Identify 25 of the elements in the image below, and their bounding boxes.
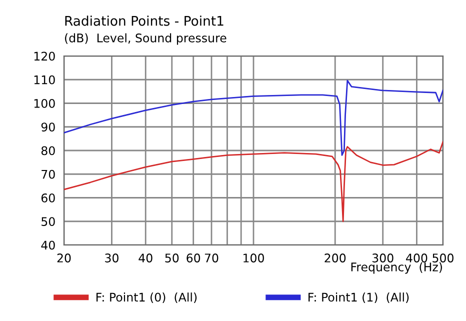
y-tick-label: 80 xyxy=(41,146,55,156)
x-tick-label: 40 xyxy=(138,254,152,262)
x-tick-label: 300 xyxy=(372,254,394,262)
chart-title: Radiation Points - Point1 xyxy=(65,16,224,26)
y-tick-label: 120 xyxy=(34,52,55,61)
x-axis-title: Frequency (Hz) xyxy=(351,262,442,274)
x-tick-label: 50 xyxy=(165,254,179,262)
x-tick-label: 70 xyxy=(204,254,218,262)
x-tick-label: 400 xyxy=(406,254,428,262)
y-tick-label: 40 xyxy=(41,240,55,250)
x-tick-label: 60 xyxy=(186,254,200,262)
y-tick-label: 70 xyxy=(42,170,55,179)
legend-label: F: Point1 (0) (All) xyxy=(96,292,197,304)
chart-subtitle: (dB) Level, Sound pressure xyxy=(65,33,226,45)
x-tick-label: 30 xyxy=(105,254,118,262)
y-tick-label: 100 xyxy=(34,98,55,108)
legend-label: F: Point1 (1) (All) xyxy=(308,292,409,304)
y-tick-label: 60 xyxy=(41,193,55,202)
y-tick-label: 110 xyxy=(34,75,55,84)
x-tick-label: 200 xyxy=(324,254,346,262)
x-tick-label: 500 xyxy=(432,254,454,262)
y-tick-label: 90 xyxy=(41,122,55,132)
x-tick-label: 100 xyxy=(244,254,264,262)
y-tick-label: 50 xyxy=(42,217,55,226)
x-tick-label: 20 xyxy=(57,254,71,262)
